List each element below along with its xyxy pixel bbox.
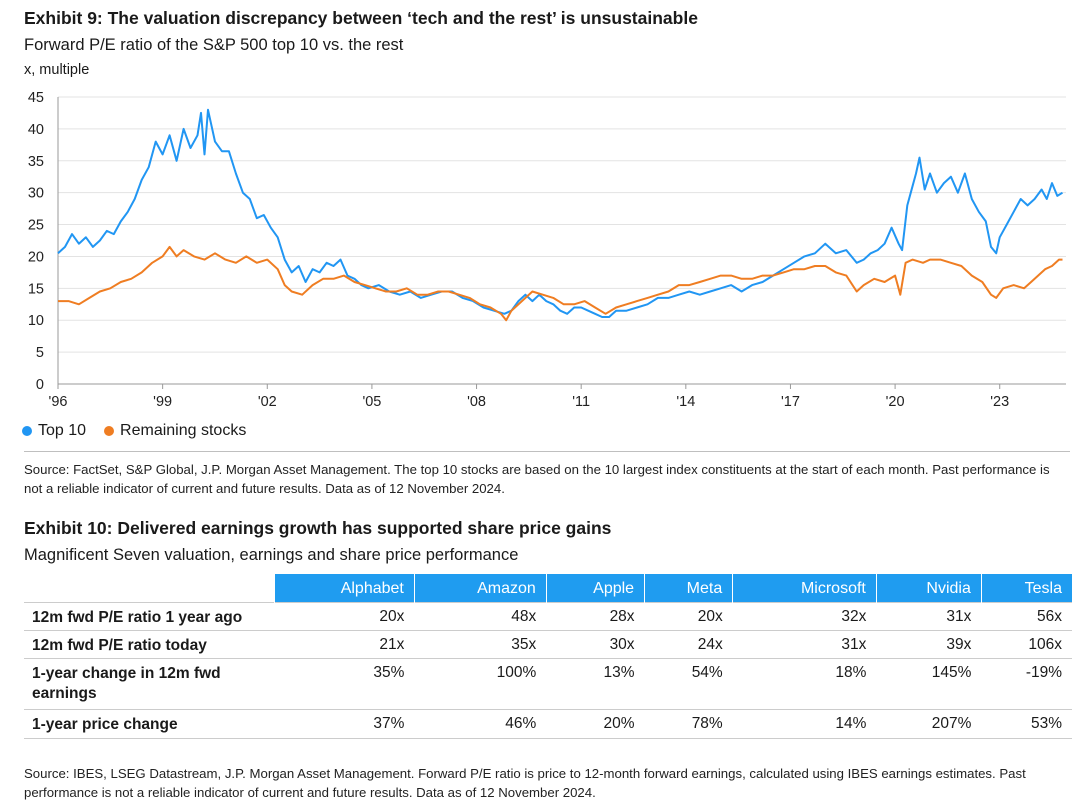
table-corner <box>24 574 274 603</box>
table-cell: 35% <box>274 658 415 710</box>
table-cell: 28x <box>546 602 645 631</box>
table-cell: 20% <box>546 709 645 739</box>
table-cell: 24x <box>644 630 733 659</box>
table-cell: 14% <box>732 709 877 739</box>
table-cell: 145% <box>876 658 982 710</box>
table-cell: 13% <box>546 658 645 710</box>
col-header-microsoft: Microsoft <box>732 574 877 603</box>
table-row: 12m fwd P/E ratio today 21x 35x 30x 24x … <box>24 630 1072 659</box>
table-cell: 30x <box>546 630 645 659</box>
row-label: 1-year price change <box>24 709 274 739</box>
y-tick-label: 25 <box>28 218 44 234</box>
table-cell: 37% <box>274 709 415 739</box>
table-cell: 39x <box>876 630 982 659</box>
x-tick-label: '23 <box>990 394 1009 410</box>
exhibit9-source-note: Source: FactSet, S&P Global, J.P. Morgan… <box>24 462 1050 496</box>
table-header-row: Alphabet Amazon Apple Meta Microsoft Nvi… <box>24 574 1072 603</box>
exhibit9-subtitle: Forward P/E ratio of the S&P 500 top 10 … <box>24 36 404 54</box>
y-tick-label: 30 <box>28 186 44 202</box>
chart-legend: Top 10 Remaining stocks <box>22 422 246 440</box>
x-tick-label: '11 <box>572 394 590 410</box>
table-cell: 35x <box>414 630 547 659</box>
legend-dot-top10 <box>22 426 32 436</box>
col-header-nvidia: Nvidia <box>875 574 982 603</box>
table-cell: 20x <box>644 602 733 631</box>
legend-label-top10: Top 10 <box>38 422 87 439</box>
table-cell: 56x <box>981 602 1072 631</box>
pe-line-chart: 0 5 10 15 20 25 30 35 40 45 '96 '99 '02 '05 '08 '11 '14 '… <box>28 90 1066 410</box>
x-tick-label: '08 <box>467 394 486 410</box>
table-row: 1-year price change 37% 46% 20% 78% 14% … <box>24 709 1072 739</box>
y-tick-label: 15 <box>28 281 44 297</box>
exhibit10-subtitle: Magnificent Seven valuation, earnings an… <box>24 546 519 564</box>
y-tick-label: 20 <box>28 249 44 265</box>
col-header-tesla: Tesla <box>980 574 1072 603</box>
row-label: 12m fwd P/E ratio today <box>24 630 274 659</box>
exhibit10-title: Exhibit 10: Delivered earnings growth ha… <box>24 518 612 538</box>
col-header-apple: Apple <box>545 574 645 603</box>
y-tick-label: 5 <box>36 345 44 361</box>
y-tick-label: 0 <box>36 377 44 393</box>
x-tick-label: '14 <box>676 394 695 410</box>
exhibit9-title: Exhibit 9: The valuation discrepancy bet… <box>24 8 698 28</box>
y-tick-label: 35 <box>28 154 44 170</box>
legend-item-remaining: Remaining stocks <box>104 422 246 440</box>
y-tick-label: 45 <box>28 90 44 106</box>
table-cell: 46% <box>414 709 547 739</box>
x-tick-label: '02 <box>258 394 277 410</box>
series-line-remaining <box>58 245 1063 322</box>
y-tick-label: 10 <box>28 313 44 329</box>
row-label: 12m fwd P/E ratio 1 year ago <box>24 602 274 631</box>
y-axis-unit-label: x, multiple <box>24 62 90 78</box>
col-header-alphabet: Alphabet <box>273 574 415 603</box>
row-label: 1-year change in 12m fwd earnings <box>24 658 274 710</box>
table-cell: 31x <box>876 602 982 631</box>
table-cell: 207% <box>876 709 982 739</box>
y-tick-label: 40 <box>28 122 44 138</box>
table-row: 1-year change in 12m fwd earnings 35% 10… <box>24 658 1072 710</box>
x-tick-label: '99 <box>153 394 172 410</box>
table-cell: 32x <box>732 602 877 631</box>
table-cell: 54% <box>644 658 733 710</box>
table-cell: -19% <box>981 658 1072 710</box>
table-cell: 21x <box>274 630 415 659</box>
table-row: 12m fwd P/E ratio 1 year ago 20x 48x 28x… <box>24 602 1072 631</box>
x-tick-label: '96 <box>49 394 68 410</box>
table-cell: 78% <box>644 709 733 739</box>
x-tick-label: '17 <box>781 394 800 410</box>
legend-item-top10: Top 10 <box>22 422 86 440</box>
col-header-meta: Meta <box>644 574 733 603</box>
table-cell: 48x <box>414 602 547 631</box>
table-cell: 106x <box>981 630 1072 659</box>
legend-dot-remaining <box>104 426 115 436</box>
table-cell: 20x <box>274 602 415 631</box>
divider-top <box>24 451 1070 452</box>
table-cell: 18% <box>732 658 877 710</box>
x-tick-label: '05 <box>362 394 381 410</box>
exhibit10-source-note: Source: IBES, LSEG Datastream, J.P. Morg… <box>24 766 1026 800</box>
col-header-amazon: Amazon <box>413 574 547 603</box>
table-cell: 31x <box>732 630 877 659</box>
legend-label-remaining: Remaining stocks <box>120 422 247 439</box>
table-cell: 100% <box>414 658 547 710</box>
mag7-table: Alphabet Amazon Apple Meta Microsoft Nvi… <box>24 574 1072 739</box>
x-tick-label: '20 <box>886 394 905 410</box>
series-line-top10 <box>57 108 1064 318</box>
table-cell: 53% <box>981 709 1072 739</box>
